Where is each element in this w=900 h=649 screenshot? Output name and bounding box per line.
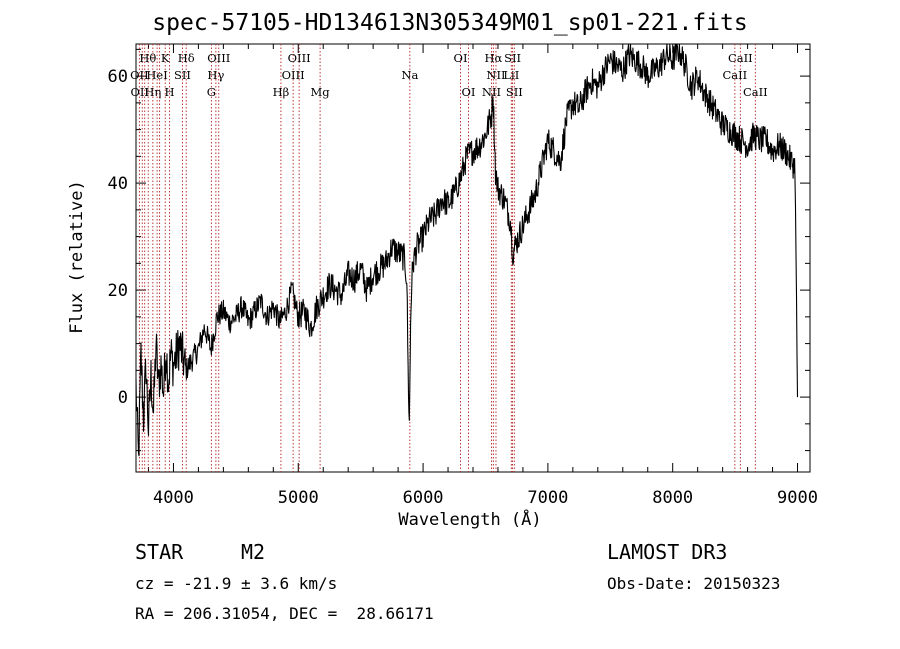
line-label: Hα — [484, 51, 502, 65]
spectrum-line — [135, 43, 799, 457]
line-label: Na — [401, 68, 418, 82]
y-tick-label: 60 — [108, 67, 128, 87]
line-label: OIII — [282, 68, 305, 82]
line-label: Hθ — [139, 51, 156, 65]
x-tick-label: 9000 — [777, 488, 818, 508]
line-label: H — [165, 85, 175, 99]
line-label: CaII — [728, 51, 753, 65]
spectral-subclass: M2 — [241, 540, 266, 564]
x-tick-label: 6000 — [403, 488, 444, 508]
coordinates: RA = 206.31054, DEC = 28.66171 — [135, 604, 434, 623]
line-label: HeI — [146, 68, 167, 82]
line-label: NII — [482, 85, 501, 99]
x-tick-label: 4000 — [153, 488, 194, 508]
line-label: OI — [462, 85, 476, 99]
line-label: K — [161, 51, 170, 65]
line-label: OIII — [207, 51, 230, 65]
line-label: G — [207, 85, 216, 99]
line-label: OII — [130, 85, 149, 99]
line-label: SII — [506, 85, 523, 99]
line-label: OII — [130, 68, 149, 82]
x-tick-label: 5000 — [278, 488, 319, 508]
line-label: OI — [454, 51, 468, 65]
redshift-velocity: cz = -21.9 ± 3.6 km/s — [135, 574, 338, 593]
y-tick-label: 0 — [118, 388, 128, 408]
line-label: OIII — [288, 51, 311, 65]
y-axis-label: Flux (relative) — [67, 180, 87, 334]
object-class: STAR — [135, 540, 184, 564]
y-tick-label: 40 — [108, 174, 128, 194]
line-label: SII — [174, 68, 191, 82]
y-tick-label: 20 — [108, 281, 128, 301]
line-label: Hη — [144, 85, 161, 99]
line-label: Mg — [311, 85, 331, 99]
line-label: Hδ — [178, 51, 195, 65]
survey-name: LAMOST DR3 — [607, 540, 728, 564]
line-label: Hγ — [207, 68, 224, 82]
line-label: CaII — [722, 68, 747, 82]
chart-title: spec-57105-HD134613N305349M01_sp01-221.f… — [152, 10, 748, 36]
plot-frame — [135, 43, 811, 473]
line-label: Hβ — [273, 85, 290, 99]
x-tick-label: 8000 — [652, 488, 693, 508]
observation-date: Obs-Date: 20150323 — [607, 574, 781, 593]
line-label: CaII — [743, 85, 768, 99]
line-label: SII — [504, 51, 521, 65]
line-label: LiI — [503, 68, 519, 82]
x-tick-label: 7000 — [527, 488, 568, 508]
x-axis-label: Wavelength (Å) — [398, 510, 542, 530]
line-label: NII — [486, 68, 505, 82]
